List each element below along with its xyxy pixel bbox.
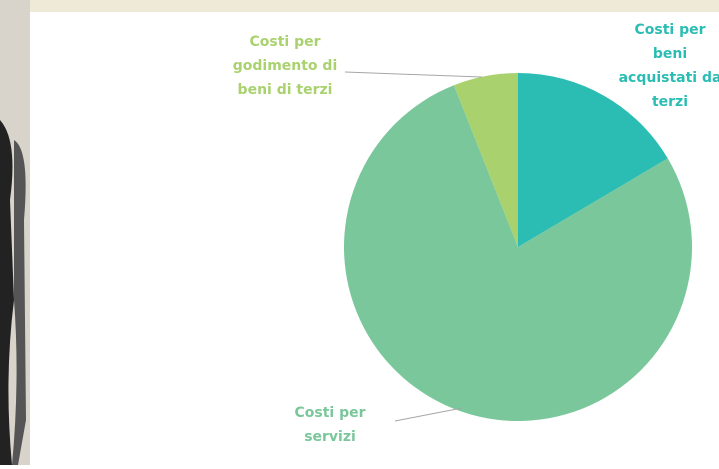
leader-line	[344, 71, 483, 78]
label-line: godimento di	[233, 58, 338, 74]
label-line: Costi per	[294, 405, 365, 421]
pie	[344, 73, 692, 421]
label-line: acquistati da	[619, 70, 719, 86]
slice-label: Costi per servizi	[294, 405, 365, 445]
pie-slice	[518, 73, 668, 247]
label-line: beni di terzi	[238, 82, 333, 98]
label-line: servizi	[304, 429, 356, 445]
pie-slice	[453, 73, 518, 247]
pie-slice	[344, 85, 692, 421]
label-line: terzi	[652, 94, 688, 110]
label-line: Costi per	[249, 34, 320, 50]
photo-shadow	[0, 120, 14, 465]
slice-label: Costi per beni acquistati da terzi	[619, 22, 719, 110]
slice-label: Costi per godimento di beni di terzi	[233, 34, 338, 98]
label-line: beni	[653, 46, 687, 62]
leader-line	[394, 407, 463, 422]
photo-shade	[12, 140, 26, 465]
label-line: Costi per	[634, 22, 705, 38]
